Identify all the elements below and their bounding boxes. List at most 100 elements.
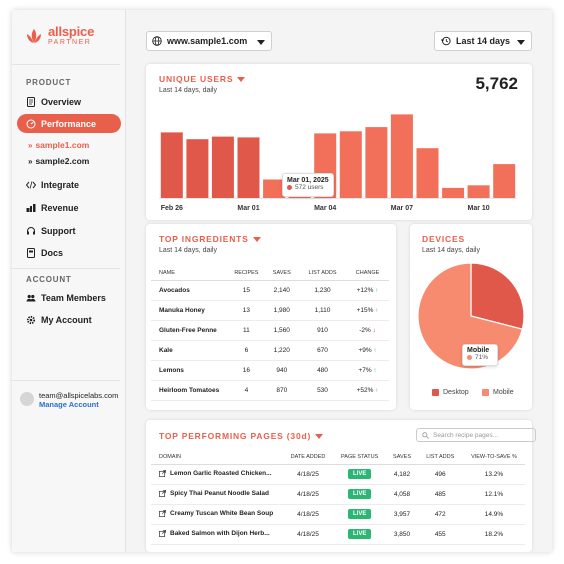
sidebar-item-support[interactable]: Support <box>26 224 76 238</box>
column-header[interactable]: SAVES <box>386 450 418 465</box>
top-ingredients-title[interactable]: TOP INGREDIENTS <box>159 234 261 244</box>
external-link-icon[interactable] <box>159 490 166 498</box>
sidebar-item-label: My Account <box>41 315 92 325</box>
sidebar-item-my-account[interactable]: My Account <box>26 313 92 327</box>
date-added: 4/18/25 <box>283 484 333 505</box>
page-domain-text[interactable]: Lemon Garlic Roasted Chicken... <box>170 470 272 478</box>
table-row[interactable]: Kale 6 1,220 670 +9% ↑ <box>151 340 389 361</box>
list-adds-count: 1,110 <box>298 300 347 321</box>
top-ingredients-subtitle: Last 14 days, daily <box>159 247 217 254</box>
arrow-up-icon: ↑ <box>371 346 377 354</box>
top-pages-title[interactable]: TOP PERFORMING PAGES (30d) <box>159 431 324 441</box>
sidebar-item-overview[interactable]: Overview <box>26 95 81 109</box>
column-header[interactable]: NAME <box>151 266 229 281</box>
view-to-save-pct: 13.2% <box>462 464 525 485</box>
bar-mar-10[interactable] <box>467 185 490 198</box>
page-domain-text[interactable]: Baked Salmon with Dijon Herb... <box>170 530 270 538</box>
site-select[interactable]: www.sample1.com <box>146 31 272 51</box>
page-domain-text[interactable]: Spicy Thai Peanut Noodle Salad <box>170 490 269 498</box>
sidebar-item-team-members[interactable]: Team Members <box>26 291 106 305</box>
recipes-count: 15 <box>228 280 265 301</box>
column-header[interactable]: VIEW-TO-SAVE % <box>462 450 525 465</box>
devices-title: DEVICES <box>422 234 465 244</box>
table-row[interactable]: Lemons 16 940 480 +7% ↑ <box>151 360 389 381</box>
table-row[interactable]: Gluten-Free Penne 11 1,560 910 -2% ↓ <box>151 320 389 341</box>
devices-card: DEVICES Last 14 days, daily Mobile 71% D… <box>410 224 532 410</box>
arrow-up-icon: ↑ <box>373 286 379 294</box>
table-row[interactable]: Creamy Tuscan White Bean Soup 4/18/25 LIVE… <box>151 504 525 525</box>
page-status-text: LIVE <box>348 489 372 499</box>
external-link-icon[interactable] <box>159 530 166 538</box>
manage-account-link[interactable]: Manage Account <box>39 400 99 409</box>
sidebar-item-docs[interactable]: Docs <box>26 246 63 260</box>
account-section-label: ACCOUNT <box>26 275 72 284</box>
bar-mar-08[interactable] <box>416 148 439 198</box>
legend-item-desktop: Desktop <box>432 389 469 396</box>
subitem-label: sample1.com <box>35 140 90 150</box>
saves-count: 870 <box>264 380 299 401</box>
column-header[interactable]: CHANGE <box>346 266 389 281</box>
column-header[interactable]: LIST ADDS <box>298 266 347 281</box>
column-header[interactable]: RECIPES <box>228 266 265 281</box>
bar-mar-01[interactable] <box>237 137 260 198</box>
unique-users-title[interactable]: UNIQUE USERS <box>159 74 246 84</box>
pie-slice-mobile[interactable] <box>417 262 524 370</box>
page-domain: Baked Salmon with Dijon Herb... <box>151 524 284 545</box>
table-row[interactable]: Spicy Thai Peanut Noodle Salad 4/18/25 LIV… <box>151 484 525 505</box>
series-dot <box>467 355 472 360</box>
column-header[interactable]: PAGE STATUS <box>332 450 387 465</box>
table-row[interactable]: Manuka Honey 13 1,980 1,110 +15% ↑ <box>151 300 389 321</box>
revenue-icon <box>26 204 36 212</box>
list-adds-count-text: 530 <box>317 386 328 394</box>
arrow-up-icon: ↑ <box>373 386 379 394</box>
page-domain-text[interactable]: Creamy Tuscan White Bean Soup <box>170 510 274 518</box>
column-header[interactable]: LIST ADDS <box>417 450 463 465</box>
table-header-row: NAME RECIPES SAVES LIST ADDS CHANGE <box>151 266 389 281</box>
bar-feb-28[interactable] <box>211 136 234 198</box>
sidebar-subitem-sample1[interactable]: » sample1.com <box>28 140 89 150</box>
tooltip-value: 572 users <box>295 184 324 191</box>
avatar[interactable] <box>20 392 34 406</box>
saves-count-text: 940 <box>276 366 288 374</box>
table-row[interactable]: Heirloom Tomatoes 4 870 530 +52% ↑ <box>151 380 389 401</box>
bar-mar-11[interactable] <box>493 164 516 198</box>
table-row[interactable]: Lemon Garlic Roasted Chicken... 4/18/25 LI… <box>151 464 525 485</box>
column-header[interactable]: DOMAIN <box>151 450 284 465</box>
sidebar-subitem-sample2[interactable]: » sample2.com <box>28 156 89 166</box>
view-to-save-pct-text: 12.1% <box>484 490 504 498</box>
external-link-icon[interactable] <box>159 510 166 518</box>
pie-slice-desktop[interactable] <box>470 262 525 330</box>
date-added: 4/18/25 <box>283 464 333 485</box>
column-header[interactable]: DATE ADDED <box>283 450 333 465</box>
bar-mar-05[interactable] <box>339 131 362 198</box>
ingredient-name: Kale <box>151 340 229 361</box>
table-row[interactable]: Baked Salmon with Dijon Herb... 4/18/25 LI… <box>151 524 525 545</box>
devices-subtitle: Last 14 days, daily <box>422 247 480 254</box>
table-row[interactable]: Avocados 15 2,140 1,230 +12% ↑ <box>151 280 389 301</box>
sidebar-item-performance[interactable]: Performance <box>17 114 121 133</box>
bar-mar-07[interactable] <box>390 114 413 198</box>
list-adds-count: 530 <box>298 380 347 401</box>
tooltip-date: Mar 01, 2025 <box>287 177 329 184</box>
bar-mar-02[interactable] <box>263 179 286 199</box>
bar-mar-06[interactable] <box>365 127 388 198</box>
column-header[interactable]: SAVES <box>264 266 299 281</box>
sidebar-item-revenue[interactable]: Revenue <box>26 201 79 215</box>
bar-mar-09[interactable] <box>442 187 465 198</box>
brand[interactable]: allspice PARTNER <box>24 25 94 46</box>
bar-feb-26[interactable] <box>160 132 183 198</box>
date-range-value: Last 14 days <box>456 36 511 46</box>
sidebar-item-integrate[interactable]: Integrate <box>26 178 79 192</box>
ingredient-name: Gluten-Free Penne <box>151 320 229 341</box>
list-adds-count: 670 <box>298 340 347 361</box>
list-adds-count: 485 <box>417 484 463 505</box>
date-range-select[interactable]: Last 14 days <box>434 31 532 51</box>
divider <box>12 268 120 269</box>
docs-icon <box>27 248 35 258</box>
ingredient-name-text: Lemons <box>159 366 184 374</box>
table-header-row: DOMAIN DATE ADDED PAGE STATUS SAVES LIST… <box>151 450 525 465</box>
search-input[interactable]: Search recipe pages... <box>416 428 536 442</box>
bar-feb-27[interactable] <box>186 139 209 198</box>
recipes-count: 11 <box>228 320 265 341</box>
external-link-icon[interactable] <box>159 470 166 478</box>
